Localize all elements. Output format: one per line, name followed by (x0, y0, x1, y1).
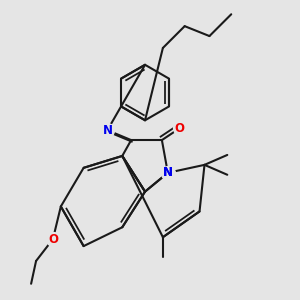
Text: O: O (175, 122, 185, 135)
Text: O: O (48, 233, 58, 246)
Text: N: N (102, 124, 112, 137)
Text: N: N (163, 166, 173, 179)
Text: N: N (163, 166, 173, 179)
